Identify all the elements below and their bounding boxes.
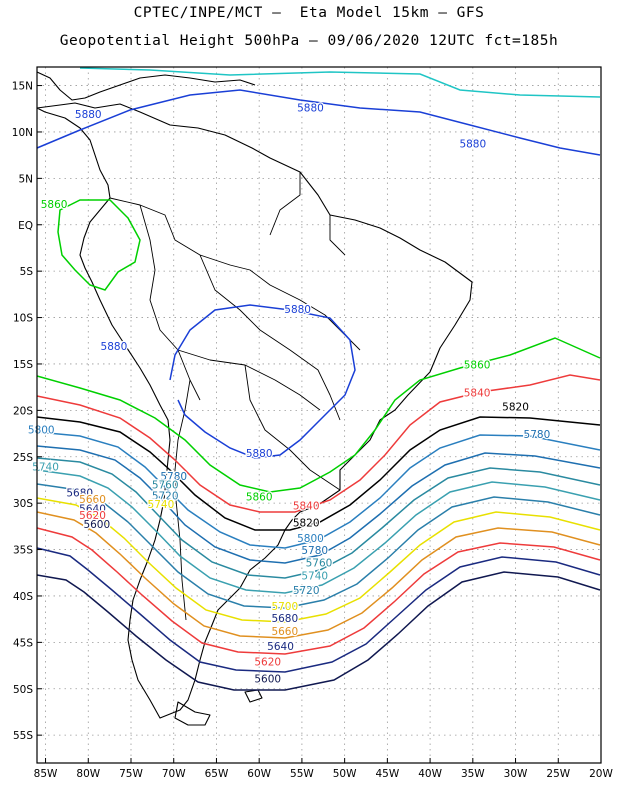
contour-label: 5880 xyxy=(459,139,486,151)
contour-label: 5640 xyxy=(267,641,294,653)
contour-label: 5760 xyxy=(152,479,179,491)
lon-tick-label: 80W xyxy=(76,768,100,780)
lon-tick-label: 75W xyxy=(119,768,143,780)
contour-label: 5880 xyxy=(246,448,273,460)
contour-label: 5740 xyxy=(148,499,175,511)
contour-label: 5800 xyxy=(297,533,324,545)
contour-5780 xyxy=(36,445,601,564)
chart-title-line2: Geopotential Height 500hPa – 09/06/2020 … xyxy=(59,33,559,49)
contour-label: 5660 xyxy=(271,626,298,638)
contour-label: 5760 xyxy=(306,557,333,569)
lat-tick-label: 50S xyxy=(13,684,33,696)
contour-5660 xyxy=(36,527,601,655)
contour-label: 5880 xyxy=(297,103,324,115)
contour-label: 5600 xyxy=(83,519,110,531)
contour-5680 xyxy=(36,511,601,639)
lat-tick-label: 20S xyxy=(13,405,33,417)
contour-5860-green-north xyxy=(57,199,141,291)
contour-label: 5740 xyxy=(32,462,59,474)
contour-5880-inland xyxy=(169,304,356,459)
lat-tick-label: 30S xyxy=(13,498,33,510)
longitude-labels: 85W 80W 75W 70W 65W 60W 55W 50W 45W 40W 35W 30W 25W 2… xyxy=(34,758,613,780)
south-america-coastline xyxy=(36,102,473,719)
contour-label: 5680 xyxy=(66,488,93,500)
lat-tick-label: EQ xyxy=(18,220,33,232)
contour-label: 5880 xyxy=(284,304,311,316)
latitude-labels: 15N 10N 5N EQ 5S 10S 15S 20S 25S 30S 35S 40S 45S 50S 5… xyxy=(12,81,42,742)
contour-label: 5780 xyxy=(301,545,328,557)
contour-5820 xyxy=(36,416,601,531)
lat-tick-label: 5S xyxy=(20,266,34,278)
contour-label: 5880 xyxy=(101,341,128,353)
contour-5760 xyxy=(36,457,601,579)
contour-label: 5680 xyxy=(271,613,298,625)
lon-tick-label: 35W xyxy=(461,768,485,780)
lon-tick-label: 20W xyxy=(589,768,613,780)
lat-tick-label: 10N xyxy=(12,127,33,139)
contour-5720 xyxy=(36,483,601,609)
contour-5620 xyxy=(36,571,601,691)
lon-tick-label: 85W xyxy=(34,768,58,780)
contour-label: 5600 xyxy=(254,673,281,685)
contour-label: 5720 xyxy=(152,490,179,502)
lon-tick-label: 25W xyxy=(546,768,570,780)
lat-tick-label: 15S xyxy=(13,359,33,371)
contour-label: 5700 xyxy=(271,601,298,613)
contour-5700 xyxy=(36,497,601,623)
contour-label: 5620 xyxy=(79,510,106,522)
country-borders xyxy=(109,172,361,621)
contour-label: 5720 xyxy=(293,585,320,597)
lat-tick-label: 15N xyxy=(12,81,33,93)
lat-tick-label: 40S xyxy=(13,591,33,603)
contour-5860-north-bend xyxy=(79,67,601,98)
gridlines xyxy=(37,67,602,763)
contour-labels: 5880 5880 5880 5860 5880 5880 5860 5840 5820 5780… xyxy=(27,101,552,686)
contour-5740 xyxy=(36,469,601,594)
lon-tick-label: 40W xyxy=(418,768,442,780)
contour-label: 5880 xyxy=(75,109,102,121)
tierra-del-fuego xyxy=(174,701,211,726)
contour-label: 5620 xyxy=(254,657,281,669)
contour-label: 5820 xyxy=(502,401,529,413)
lon-tick-label: 45W xyxy=(375,768,399,780)
central-america-coast xyxy=(36,71,256,101)
lon-tick-label: 60W xyxy=(247,768,271,780)
contour-lines xyxy=(36,67,601,691)
contour-label: 5780 xyxy=(160,471,187,483)
chart-title-line1: CPTEC/INPE/MCT – Eta Model 15km – GFS xyxy=(133,5,485,21)
lat-tick-label: 10S xyxy=(13,313,33,325)
contour-label: 5800 xyxy=(28,425,55,437)
contour-label: 5660 xyxy=(79,494,106,506)
contour-5800 xyxy=(36,431,601,549)
map-frame xyxy=(36,66,602,764)
lat-tick-label: 5N xyxy=(18,173,33,185)
contour-5860-main xyxy=(36,337,601,493)
lat-tick-label: 25S xyxy=(13,452,33,464)
lon-tick-label: 55W xyxy=(290,768,314,780)
contour-label: 5820 xyxy=(293,517,320,529)
contour-label: 5840 xyxy=(464,387,491,399)
contour-label: 5860 xyxy=(246,491,273,503)
contour-label: 5780 xyxy=(524,429,551,441)
contour-label: 5860 xyxy=(41,199,68,211)
contour-label: 5740 xyxy=(301,570,328,582)
contour-label: 5640 xyxy=(79,503,106,515)
contour-5640 xyxy=(36,547,601,673)
lon-tick-label: 65W xyxy=(205,768,229,780)
lat-tick-label: 45S xyxy=(13,637,33,649)
contour-5880-north xyxy=(36,89,601,156)
lon-tick-label: 70W xyxy=(162,768,186,780)
lon-tick-label: 50W xyxy=(333,768,357,780)
coastlines xyxy=(36,71,473,726)
contour-5840 xyxy=(36,374,601,513)
contour-label: 5860 xyxy=(464,360,491,372)
lat-tick-label: 55S xyxy=(13,730,33,742)
contour-label: 5840 xyxy=(293,501,320,513)
lat-tick-label: 35S xyxy=(13,545,33,557)
lon-tick-label: 30W xyxy=(504,768,528,780)
